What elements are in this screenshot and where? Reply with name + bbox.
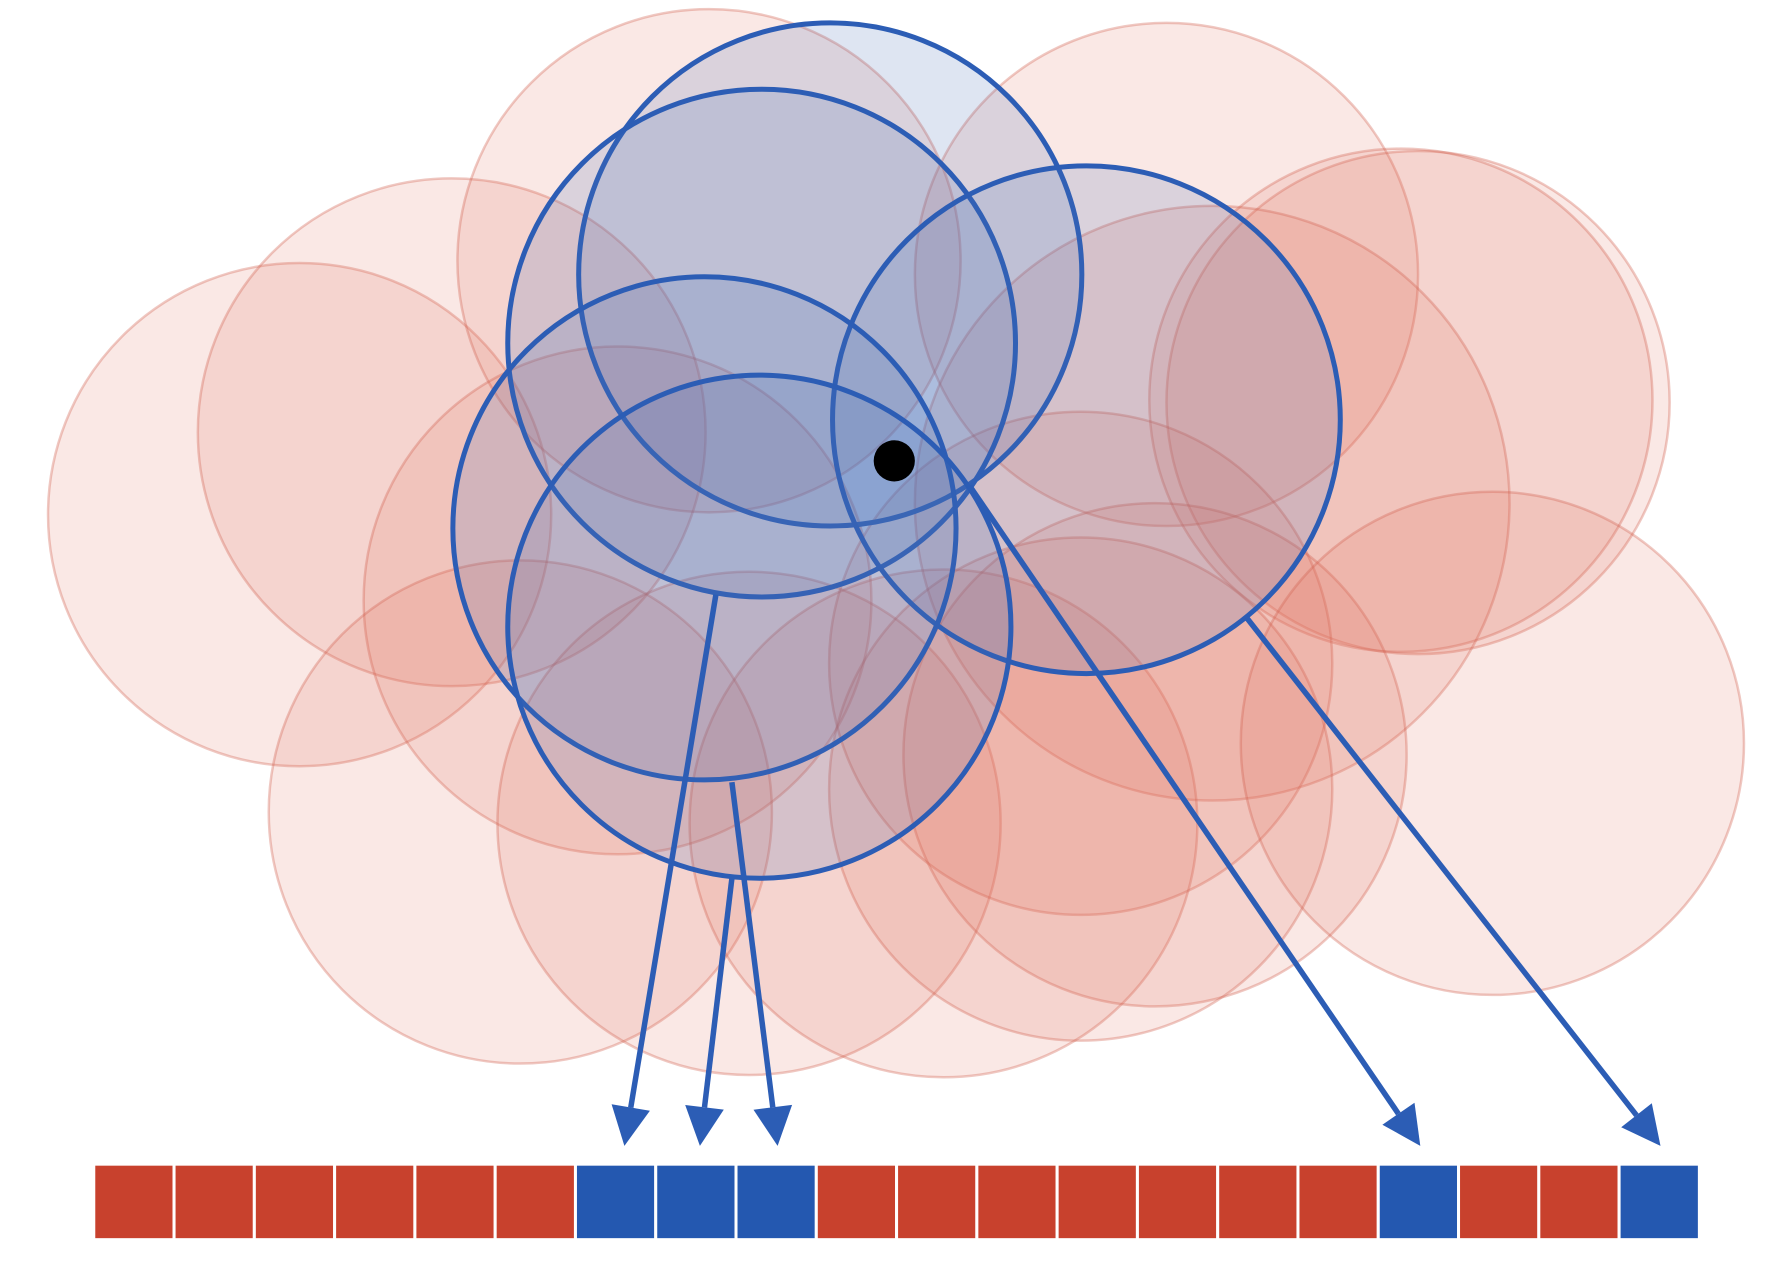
bit-cell-1 (172, 1162, 256, 1242)
mapping-arrow-head-1 (611, 1104, 650, 1146)
bit-array (92, 1162, 1701, 1242)
bit-cell-10 (895, 1162, 979, 1242)
inactive-circles (46, 7, 1746, 1079)
bit-cell-9 (814, 1162, 899, 1242)
bit-cell-13 (1135, 1162, 1220, 1242)
mapping-arrow-line-5 (1244, 615, 1639, 1117)
mapping-arrow-line-4 (967, 484, 1401, 1116)
mapping-arrow-head-5 (1621, 1103, 1661, 1146)
mapping-arrow-head-2 (685, 1105, 724, 1146)
inactive-circle-1 (46, 261, 553, 768)
inactive-circle-10 (496, 570, 1002, 1077)
active-circle-5 (505, 372, 1014, 881)
bit-cell-15 (1296, 1162, 1380, 1242)
mapping-arrow-line-2 (701, 877, 735, 1108)
active-circle-1 (576, 20, 1085, 529)
mapping-arrow-head-4 (1382, 1102, 1421, 1146)
bit-cell-16 (1376, 1162, 1461, 1242)
inactive-circle-8 (362, 345, 873, 856)
active-circle-3 (830, 163, 1343, 677)
mapping-arrow-line-3 (729, 781, 776, 1108)
inactive-circle-9 (267, 559, 774, 1065)
bit-cell-11 (975, 1162, 1059, 1242)
bit-cell-19 (1617, 1162, 1701, 1242)
mapping-arrow-head-3 (753, 1104, 793, 1146)
bit-cell-8 (734, 1162, 818, 1242)
query-point (873, 440, 915, 482)
inactive-circle-15 (1239, 490, 1746, 997)
bit-cell-5 (493, 1162, 577, 1242)
bit-cell-2 (252, 1162, 337, 1242)
bit-cell-17 (1457, 1162, 1541, 1242)
query-point-layer (873, 440, 915, 482)
inactive-circle-4 (913, 21, 1420, 528)
inactive-circle-5 (1165, 149, 1671, 656)
bit-cell-7 (654, 1162, 738, 1242)
inactive-circle-14 (827, 536, 1334, 1042)
bit-cell-14 (1216, 1162, 1300, 1242)
bit-cell-18 (1537, 1162, 1621, 1242)
bit-cell-12 (1055, 1162, 1139, 1242)
bit-cell-4 (413, 1162, 497, 1242)
active-circle-4 (450, 274, 959, 783)
inactive-circle-6 (1148, 147, 1654, 654)
inactive-circle-7 (913, 204, 1511, 802)
mapping-arrows (611, 484, 1661, 1146)
bit-cell-6 (573, 1162, 658, 1242)
bit-cell-0 (92, 1162, 176, 1242)
bit-cell-3 (333, 1162, 417, 1242)
mapping-arrow-line-1 (628, 594, 719, 1108)
